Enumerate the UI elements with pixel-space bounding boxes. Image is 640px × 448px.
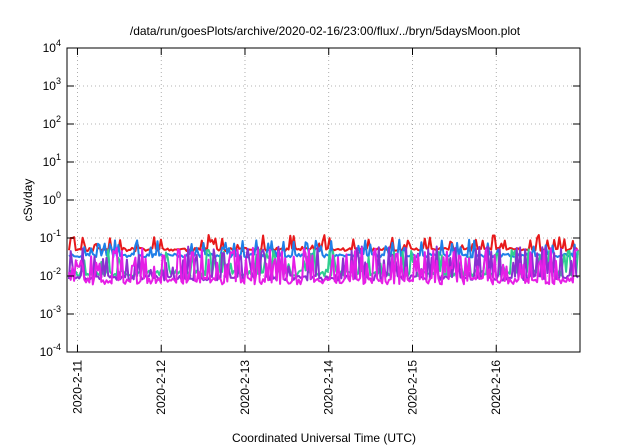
x-tick-label: 2020-2-15 [405, 360, 419, 415]
y-tick-label: 10-2 [40, 266, 61, 283]
grid [67, 48, 580, 352]
x-axis-label: Coordinated Universal Time (UTC) [232, 431, 416, 445]
y-tick-label: 103 [43, 76, 61, 93]
chart-title: /data/run/goesPlots/archive/2020-02-16/2… [130, 24, 521, 38]
y-tick-label: 100 [43, 190, 61, 207]
series-line-1 [68, 234, 579, 253]
y-tick-label: 102 [43, 114, 61, 131]
y-tick-label: 101 [43, 152, 61, 169]
x-tick-label: 2020-2-14 [322, 360, 336, 415]
x-tick-label: 2020-2-13 [238, 360, 252, 415]
y-tick-label: 10-1 [40, 228, 61, 245]
y-tick-label: 10-3 [40, 304, 61, 321]
series-line-2 [68, 238, 579, 259]
y-tick-label: 10-4 [40, 342, 61, 359]
y-tick-label: 104 [43, 38, 61, 55]
y-axis: 10-4 10-3 10-2 10-1 100 101 102 103 104 [40, 38, 580, 359]
y-axis-label: cSv/day [21, 179, 35, 222]
x-tick-label: 2020-2-11 [70, 360, 84, 414]
x-tick-label: 2020-2-12 [154, 360, 168, 415]
x-axis: 2020-2-11 2020-2-12 2020-2-13 2020-2-14 2020… [70, 48, 503, 415]
series-layer [68, 234, 579, 286]
series-line-5 [68, 246, 579, 286]
x-tick-label: 2020-2-16 [489, 360, 503, 415]
